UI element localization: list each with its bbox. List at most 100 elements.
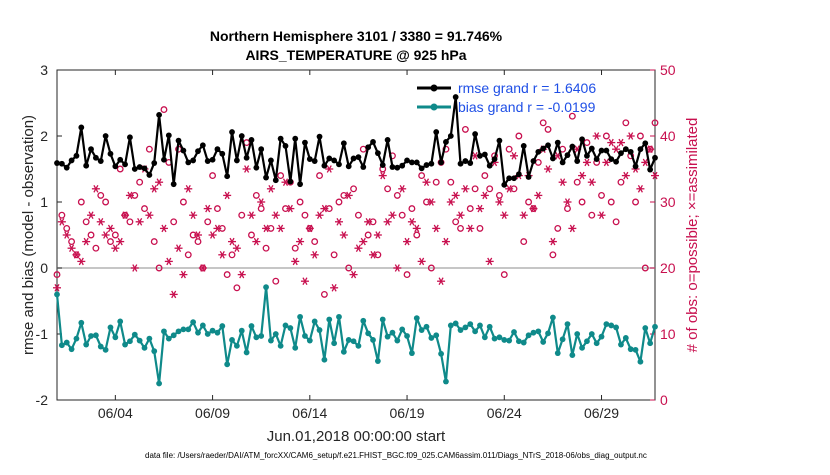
asterisk-stroke [88, 211, 94, 219]
obs-assimilated-point [626, 132, 635, 140]
chart-subtitle: AIRS_TEMPERATURE @ 925 hPa [245, 47, 466, 63]
rmse-point [613, 158, 620, 165]
asterisk-stroke [258, 198, 264, 206]
rmse-point [559, 159, 566, 166]
obs-possible-point [476, 224, 484, 232]
obs-possible-point [369, 218, 377, 226]
bias-point [564, 321, 571, 327]
obs-assimilated-point [111, 244, 120, 252]
rmse-point [54, 160, 60, 166]
rmse-point [326, 155, 333, 162]
rmse-point [496, 137, 503, 144]
asterisk-stroke [642, 158, 648, 167]
rmse-point [88, 146, 94, 153]
x-tick-label: 06/14 [292, 405, 327, 421]
bias-point [185, 326, 192, 333]
rmse-point [292, 135, 299, 142]
asterisk-stroke [112, 244, 118, 252]
asterisk-stroke [511, 152, 517, 160]
obs-possible-point [277, 172, 285, 180]
rmse-point [384, 137, 391, 143]
asterisk-stroke [331, 284, 337, 292]
obs-possible-point [296, 198, 304, 206]
asterisk-stroke [297, 237, 303, 246]
rmse-point [336, 161, 342, 168]
obs-possible-point [179, 198, 187, 206]
obs-assimilated-point [597, 211, 606, 219]
asterisk-stroke [457, 211, 464, 219]
obs-possible-point [568, 112, 576, 120]
asterisk-stroke [448, 198, 454, 206]
asterisk-stroke [98, 218, 104, 226]
rmse-point [501, 181, 508, 188]
obs-possible-point [486, 185, 494, 193]
rmse-point [185, 159, 192, 166]
rmse-point [545, 142, 551, 149]
bias-point [151, 348, 158, 355]
bias-point [340, 348, 347, 355]
asterisk-stroke [584, 158, 590, 167]
rmse-point [632, 163, 639, 170]
asterisk-stroke [472, 152, 478, 160]
bias-point [550, 314, 556, 321]
rmse-point [243, 154, 250, 161]
bias-point [379, 316, 386, 323]
rmse-point [277, 135, 284, 142]
asterisk-stroke [248, 211, 255, 219]
rmse-point [92, 154, 99, 161]
rmse-point [263, 174, 269, 181]
bias-point [248, 323, 255, 329]
obs-possible-point [393, 191, 401, 199]
bias-point [622, 335, 629, 341]
bias-point [238, 327, 245, 334]
obs-assimilated-point [383, 218, 392, 226]
bias-point [214, 329, 221, 336]
rmse-point [550, 155, 556, 162]
bias-point [588, 331, 595, 337]
rmse-point [462, 158, 469, 164]
rmse-point [73, 152, 80, 159]
obs-possible-point [248, 231, 255, 239]
rmse-point [506, 175, 513, 182]
obs-assimilated-point [412, 224, 421, 233]
bias-point [515, 338, 522, 345]
obs-possible-point [423, 198, 430, 206]
asterisk-stroke [603, 158, 609, 167]
asterisk-stroke [365, 218, 371, 226]
bias-point [627, 346, 634, 353]
obs-assimilated-point [53, 284, 61, 292]
data-file-footer: data file: /Users/raeder/DAI/ATM_forcXX/… [145, 451, 647, 460]
obs-assimilated-point [179, 270, 188, 279]
rmse-point [331, 157, 338, 164]
obs-possible-point [350, 185, 358, 193]
asterisk-stroke [219, 251, 225, 259]
obs-possible-point [77, 198, 85, 206]
bias-point [141, 344, 148, 351]
bias-point [146, 335, 153, 342]
rmse-point [584, 152, 590, 159]
legend-rmse-label: rmse grand r = 1.6406 [458, 80, 596, 96]
asterisk-stroke [107, 224, 114, 233]
bias-point [554, 350, 561, 357]
bias-point [258, 333, 265, 339]
rmse-point [520, 143, 527, 149]
rmse-point [418, 165, 425, 172]
rmse-point [131, 166, 138, 172]
obs-possible-point [632, 198, 640, 206]
obs-assimilated-point [602, 158, 611, 167]
obs-possible-point [598, 191, 605, 199]
obs-possible-point [116, 165, 124, 173]
asterisk-stroke [608, 138, 614, 147]
asterisk-stroke [239, 270, 245, 279]
rmse-point [608, 156, 615, 163]
asterisk-stroke [652, 171, 658, 180]
bias-point [282, 322, 289, 329]
rmse-point [204, 158, 211, 164]
bias-point [374, 358, 381, 364]
asterisk-stroke [195, 231, 201, 239]
legend-rmse-marker [430, 84, 438, 92]
obs-assimilated-point [291, 257, 300, 266]
asterisk-stroke [234, 244, 240, 252]
y-right-tick-label: 40 [660, 128, 676, 144]
obs-assimilated-point [339, 231, 348, 239]
